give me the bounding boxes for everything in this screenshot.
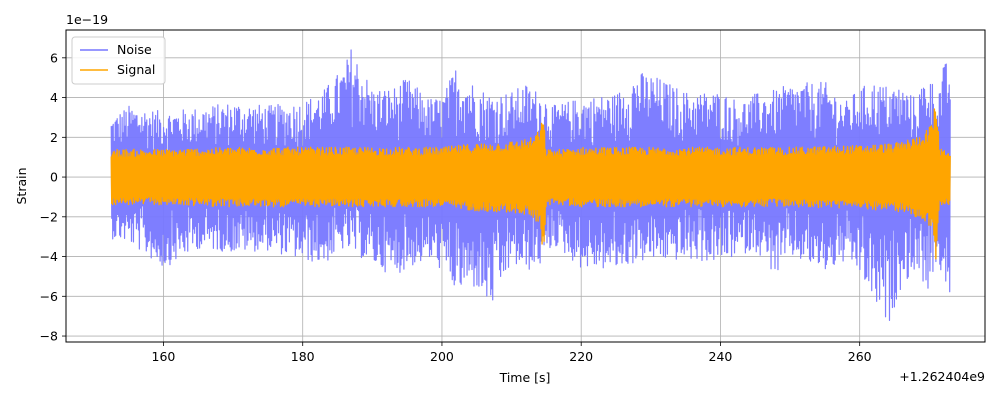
- x-axis-label: Time [s]: [499, 370, 551, 385]
- x-tick-label: 160: [152, 349, 176, 364]
- y-tick-label: −8: [40, 329, 58, 344]
- x-tick-label: 260: [848, 349, 872, 364]
- ticks: 160 180 200 220 240 260 −8 −6 −4 −2 0 2 4 6: [40, 50, 872, 364]
- y-tick-label: −6: [40, 289, 58, 304]
- y-scale-label: 1e−19: [66, 12, 108, 27]
- x-tick-label: 240: [709, 349, 733, 364]
- x-tick-label: 200: [430, 349, 454, 364]
- x-tick-label: 220: [569, 349, 593, 364]
- legend: Noise Signal: [71, 36, 166, 85]
- y-tick-label: 6: [50, 50, 58, 65]
- legend-noise-label: Noise: [117, 42, 152, 57]
- y-tick-label: −4: [40, 249, 58, 264]
- y-axis-label: Strain: [14, 167, 29, 204]
- x-offset-label: +1.262404e9: [899, 369, 985, 384]
- signal-series-line: [110, 108, 951, 260]
- x-tick-label: 180: [291, 349, 315, 364]
- legend-signal-label: Signal: [117, 62, 155, 77]
- plot-frame: [65, 29, 986, 343]
- y-tick-label: 4: [50, 90, 58, 105]
- series-layer: [110, 49, 951, 321]
- legend-box: [71, 36, 166, 85]
- y-tick-label: −2: [40, 209, 58, 224]
- y-tick-label: 0: [50, 170, 58, 185]
- y-tick-label: 2: [50, 130, 58, 145]
